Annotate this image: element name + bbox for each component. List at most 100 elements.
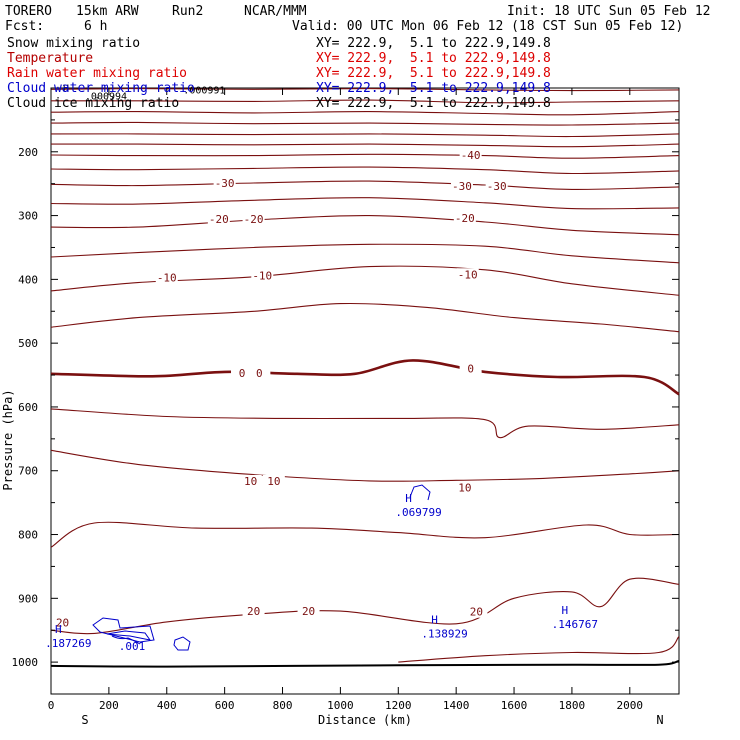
model-name: TORERO: [5, 4, 52, 19]
cloud-max-marker: H: [55, 623, 62, 636]
cloud-max-value: .187269: [45, 637, 91, 650]
label-mask: [485, 180, 508, 193]
isotherm-minus5: [50, 302, 680, 333]
xy-temperature: XY= 222.9, 5.1 to 222.9,149.8: [316, 51, 551, 66]
y-tick-label: 400: [18, 273, 38, 286]
isotherm-label: 0: [256, 367, 263, 380]
x-tick-label: 600: [215, 699, 235, 712]
isotherm-label: -20: [209, 213, 229, 226]
isotherm-10: [50, 449, 680, 482]
x-tick-label: 1800: [559, 699, 586, 712]
isotherm-label: 20: [247, 605, 260, 618]
isotherm-label: 20: [56, 617, 69, 630]
x-tick-label: 200: [99, 699, 119, 712]
init-time: Init: 18 UTC Sun 05 Feb 12: [507, 4, 711, 19]
y-tick-label: 200: [18, 146, 38, 159]
isotherm-minus55: [50, 121, 680, 126]
label-mask: [262, 474, 285, 487]
isotherm-0: [50, 359, 680, 396]
isotherm-label: -30: [487, 180, 507, 193]
valid-time: Valid: 00 UTC Mon 06 Feb 12 (18 CST Sun …: [292, 19, 684, 34]
legend-rain: Rain water mixing ratio: [7, 66, 188, 81]
legend-snow: Snow mixing ratio: [7, 36, 141, 51]
legend-temperature: Temperature: [7, 51, 94, 66]
label-mask: [51, 616, 74, 629]
isotherm-label: -30: [452, 180, 472, 193]
label-mask: [239, 474, 262, 487]
label-mask: [465, 605, 488, 618]
cloud-max-marker: H: [431, 613, 438, 626]
cloud-max-value: .001: [119, 640, 146, 653]
cloud-max-value: .069799: [395, 506, 441, 519]
label-mask: [242, 605, 265, 618]
isotherm-label: -10: [157, 271, 177, 284]
isotherm-label: -20: [455, 212, 475, 225]
isotherm-minus10: [50, 265, 680, 296]
isotherm-minus40: [50, 153, 680, 159]
label-mask: [213, 177, 236, 190]
x-axis-label: Distance (km): [318, 713, 412, 727]
isotherm-minus65: [50, 99, 680, 104]
cloud-max-value: .138929: [421, 627, 467, 640]
ground-surface: [50, 659, 680, 668]
y-axis-label: Pressure (hPa): [1, 389, 15, 490]
label-mask: [459, 362, 482, 375]
label-mask: [155, 271, 178, 284]
cloud-max-marker: H: [405, 492, 412, 505]
isotherm-label: -10: [458, 268, 478, 281]
ice-max-marker: H: [63, 84, 69, 95]
legend-cloud-water: Cloud water mixing ratio: [7, 81, 195, 96]
y-tick-label: 800: [18, 529, 38, 542]
x-tick-label: 1600: [501, 699, 528, 712]
temperature-contours: [50, 88, 680, 663]
forecast-label: Fcst:: [5, 19, 45, 34]
plot-frame: [50, 87, 680, 695]
isotherm-5: [50, 408, 680, 439]
y-tick-label: 900: [18, 592, 38, 605]
isotherm-minus15: [50, 243, 680, 264]
cloud-max-value: .146767: [552, 618, 598, 631]
isotherm-minus45: [50, 143, 680, 148]
label-mask: [231, 367, 254, 380]
isotherm-label: -30: [215, 177, 235, 190]
label-mask: [207, 212, 230, 225]
x-tick-label: 0: [48, 699, 55, 712]
isotherm-20: [50, 577, 680, 635]
isotherm-label: -20: [244, 213, 264, 226]
x-tick-label: 1000: [327, 699, 354, 712]
cloud-water-contour: [111, 635, 141, 645]
x-tick-label: 1400: [443, 699, 470, 712]
model-resolution: 15km ARW: [76, 4, 139, 19]
xy-cloud-water: XY= 222.9, 5.1 to 222.9,149.8: [316, 81, 551, 96]
cloud-water-contour: [409, 484, 431, 501]
y-tick-label: 600: [18, 401, 38, 414]
label-mask: [450, 180, 473, 193]
label-mask: [453, 481, 476, 494]
contour-labels: -40-30 -30 -30-20 -20 -20-10 -10 -100 0 010 10 102…: [45, 84, 598, 654]
x-tick-label: 1200: [385, 699, 412, 712]
y-tick-label: 1000: [12, 656, 39, 669]
isotherm-label: 20: [470, 606, 483, 619]
label-mask: [453, 212, 476, 225]
xy-rain: XY= 222.9, 5.1 to 222.9,149.8: [316, 66, 551, 81]
cloud-water-contour: [106, 630, 152, 641]
isotherm-minus20: [50, 215, 680, 236]
y-tick-label: 500: [18, 337, 38, 350]
cloud-water-contours: [92, 484, 431, 651]
label-mask: [251, 269, 274, 282]
isotherm-label: 10: [267, 475, 280, 488]
isotherm-15: [50, 521, 680, 548]
label-mask: [248, 367, 271, 380]
y-tick-label: 300: [18, 210, 38, 223]
isotherm-25: [398, 636, 680, 663]
isotherm-minus30: [50, 180, 680, 190]
x-tick-label: 400: [157, 699, 177, 712]
isotherm-minus35: [50, 166, 680, 175]
isotherm-minus60: [50, 111, 680, 116]
model-run: Run2: [172, 4, 204, 19]
isotherm-label: -10: [252, 270, 272, 283]
xy-snow: XY= 222.9, 5.1 to 222.9,149.8: [316, 36, 551, 51]
south-end-label: S: [81, 713, 88, 727]
label-mask: [242, 212, 265, 225]
label-mask: [297, 605, 320, 618]
